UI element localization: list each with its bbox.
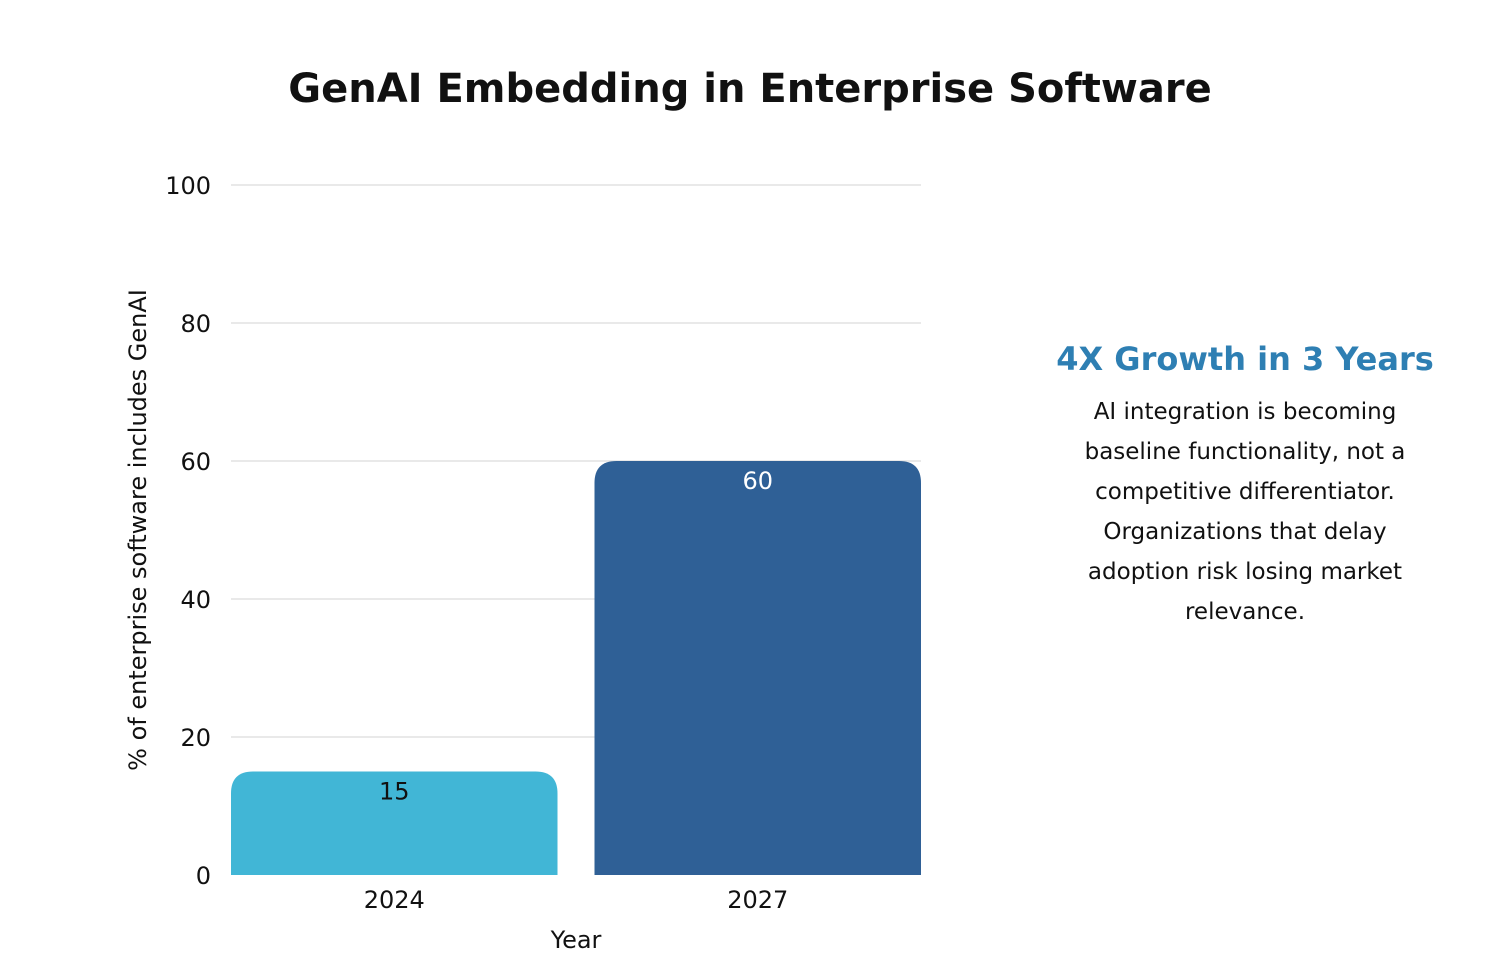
x-axis-ticks: 2024 2027 xyxy=(364,886,789,914)
y-tick-label: 20 xyxy=(180,724,211,752)
x-tick-label: 2024 xyxy=(364,886,425,914)
callout-body: AI integration is becoming baseline func… xyxy=(1030,392,1460,632)
y-tick-label: 40 xyxy=(180,586,211,614)
y-axis-label: % of enterprise software includes GenAI xyxy=(124,289,152,771)
y-tick-label: 80 xyxy=(180,310,211,338)
y-axis-ticks: 0 20 40 60 80 100 xyxy=(165,172,211,890)
callout-line: baseline functionality, not a xyxy=(1084,439,1406,465)
callout-line: competitive differentiator. xyxy=(1095,479,1395,505)
bar-2027 xyxy=(594,461,921,875)
callout-heading: 4X Growth in 3 Years xyxy=(1056,340,1434,378)
bar-2024 xyxy=(231,771,558,875)
callout-line: AI integration is becoming xyxy=(1093,399,1397,425)
y-tick-label: 100 xyxy=(165,172,211,200)
x-axis-label: Year xyxy=(550,926,602,954)
y-tick-label: 60 xyxy=(180,448,211,476)
insight-callout: 4X Growth in 3 Years AI integration is b… xyxy=(1030,340,1460,632)
callout-line: relevance. xyxy=(1184,599,1306,625)
y-tick-label: 0 xyxy=(196,862,211,890)
x-tick-label: 2027 xyxy=(727,886,788,914)
chart-title: GenAI Embedding in Enterprise Software xyxy=(288,66,1211,112)
callout-line: Organizations that delay xyxy=(1103,519,1387,545)
bars xyxy=(231,461,921,875)
data-label: 60 xyxy=(742,467,773,495)
callout-line: adoption risk losing market xyxy=(1087,559,1403,585)
data-label: 15 xyxy=(379,778,410,806)
